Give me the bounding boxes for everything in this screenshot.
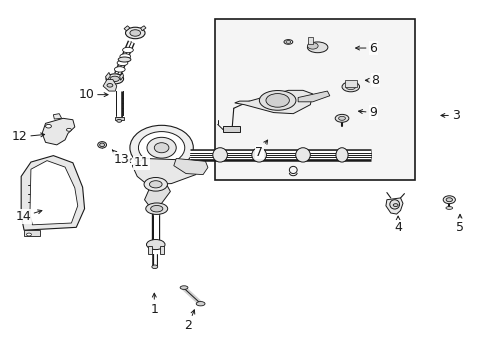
Ellipse shape xyxy=(100,143,104,147)
Ellipse shape xyxy=(392,204,397,207)
Ellipse shape xyxy=(145,203,167,215)
Text: 6: 6 xyxy=(355,41,376,54)
Ellipse shape xyxy=(295,148,310,162)
Polygon shape xyxy=(307,37,312,44)
Polygon shape xyxy=(344,80,356,87)
Text: 14: 14 xyxy=(15,210,42,223)
Polygon shape xyxy=(42,118,75,145)
Text: 2: 2 xyxy=(184,310,194,332)
Ellipse shape xyxy=(66,129,71,131)
Ellipse shape xyxy=(98,141,106,148)
Ellipse shape xyxy=(138,132,184,164)
Polygon shape xyxy=(234,90,312,114)
Ellipse shape xyxy=(114,67,125,72)
Polygon shape xyxy=(141,26,146,31)
Text: 12: 12 xyxy=(12,130,44,144)
Polygon shape xyxy=(103,80,117,91)
Text: 9: 9 xyxy=(358,106,376,119)
Ellipse shape xyxy=(45,125,51,128)
Text: 3: 3 xyxy=(440,109,459,122)
Ellipse shape xyxy=(196,302,204,306)
Text: 5: 5 xyxy=(455,214,463,234)
Polygon shape xyxy=(124,26,130,31)
Polygon shape xyxy=(24,230,40,235)
Polygon shape xyxy=(30,161,78,225)
Ellipse shape xyxy=(445,207,452,210)
Polygon shape xyxy=(105,72,110,80)
Ellipse shape xyxy=(265,94,289,107)
Ellipse shape xyxy=(147,137,176,158)
Text: 11: 11 xyxy=(127,156,149,169)
Polygon shape xyxy=(222,126,239,132)
Polygon shape xyxy=(53,114,61,119)
Ellipse shape xyxy=(442,196,454,204)
Ellipse shape xyxy=(180,286,187,289)
Polygon shape xyxy=(173,158,207,175)
Polygon shape xyxy=(120,73,123,80)
Ellipse shape xyxy=(120,54,130,59)
Bar xyxy=(215,19,414,180)
Text: 1: 1 xyxy=(150,293,158,316)
Ellipse shape xyxy=(345,84,355,90)
Ellipse shape xyxy=(445,198,451,202)
Polygon shape xyxy=(132,158,198,184)
Text: 13: 13 xyxy=(112,150,129,166)
Text: 7: 7 xyxy=(255,140,267,158)
Text: 10: 10 xyxy=(78,88,108,101)
Polygon shape xyxy=(385,198,402,214)
Ellipse shape xyxy=(110,76,119,82)
Text: 4: 4 xyxy=(393,216,401,234)
Ellipse shape xyxy=(150,206,163,212)
Polygon shape xyxy=(144,184,170,210)
Ellipse shape xyxy=(122,47,133,53)
Ellipse shape xyxy=(149,181,162,188)
Ellipse shape xyxy=(334,114,348,122)
Ellipse shape xyxy=(130,125,193,170)
Ellipse shape xyxy=(117,60,127,66)
Ellipse shape xyxy=(251,148,266,162)
Ellipse shape xyxy=(335,148,347,162)
Bar xyxy=(264,98,272,103)
Ellipse shape xyxy=(152,265,158,269)
Ellipse shape xyxy=(106,74,123,84)
Bar xyxy=(115,117,123,120)
Ellipse shape xyxy=(338,116,345,120)
Ellipse shape xyxy=(212,148,227,162)
Ellipse shape xyxy=(285,41,290,43)
Ellipse shape xyxy=(144,177,167,191)
Ellipse shape xyxy=(26,233,31,236)
Polygon shape xyxy=(159,246,163,253)
Ellipse shape xyxy=(118,57,131,62)
Ellipse shape xyxy=(146,239,164,249)
Ellipse shape xyxy=(125,27,145,39)
Ellipse shape xyxy=(307,42,327,53)
Polygon shape xyxy=(298,91,329,102)
Polygon shape xyxy=(21,156,84,230)
Ellipse shape xyxy=(307,42,318,49)
Polygon shape xyxy=(148,246,152,253)
Ellipse shape xyxy=(107,84,113,87)
Ellipse shape xyxy=(284,40,292,44)
Ellipse shape xyxy=(341,82,359,92)
Ellipse shape xyxy=(389,200,399,209)
Text: 8: 8 xyxy=(365,74,379,87)
Ellipse shape xyxy=(154,143,168,153)
Ellipse shape xyxy=(130,30,141,36)
Ellipse shape xyxy=(259,90,295,110)
Ellipse shape xyxy=(117,120,122,122)
